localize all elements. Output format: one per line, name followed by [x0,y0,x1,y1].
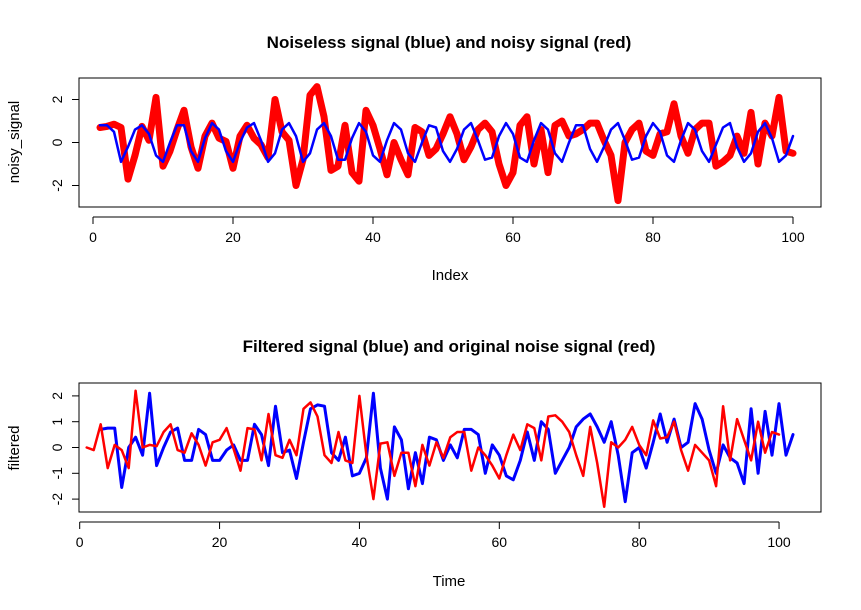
y-axis: -2 0 2 [49,95,80,192]
y-tick-label: -1 [49,467,65,480]
x-tick-label: 80 [645,229,661,245]
y-axis: -2 -1 0 1 2 [49,392,80,506]
x-tick-label: 40 [352,534,368,550]
series-group [96,83,797,205]
series-line-blue [98,121,795,164]
x-tick-label: 100 [767,534,791,550]
x-tick-label: 20 [212,534,228,550]
x-axis: 0 20 40 60 80 100 [76,521,791,550]
y-tick-label: -2 [49,179,65,192]
y-tick-label: 2 [49,95,65,103]
y-axis-label: noisy_signal [6,101,23,184]
x-axis-label: Index [432,267,469,284]
chart-title: Noiseless signal (blue) and noisy signal… [267,33,632,52]
x-tick-label: 80 [631,534,647,550]
y-tick-label: 1 [49,418,65,426]
y-tick-label: 0 [49,443,65,451]
chart-panel-top: Noiseless signal (blue) and noisy signal… [6,33,822,284]
x-tick-label: 60 [505,229,521,245]
x-tick-label: 0 [89,229,97,245]
x-tick-label: 100 [781,229,805,245]
x-tick-label: 40 [365,229,381,245]
x-tick-label: 60 [492,534,508,550]
series-line-red [96,83,797,205]
x-tick-label: 0 [76,534,84,550]
y-tick-label: 2 [49,392,65,400]
x-axis-label: Time [433,573,466,590]
y-tick-label: 0 [49,138,65,146]
y-tick-label: -2 [49,493,65,506]
chart-title: Filtered signal (blue) and original nois… [243,337,656,356]
y-axis-label: filtered [6,425,23,470]
chart-panel-bottom: Filtered signal (blue) and original nois… [6,337,822,590]
series-group [85,389,795,509]
x-axis: 0 20 40 60 80 100 [89,216,805,245]
series-line-red [85,389,781,509]
x-tick-label: 20 [225,229,241,245]
